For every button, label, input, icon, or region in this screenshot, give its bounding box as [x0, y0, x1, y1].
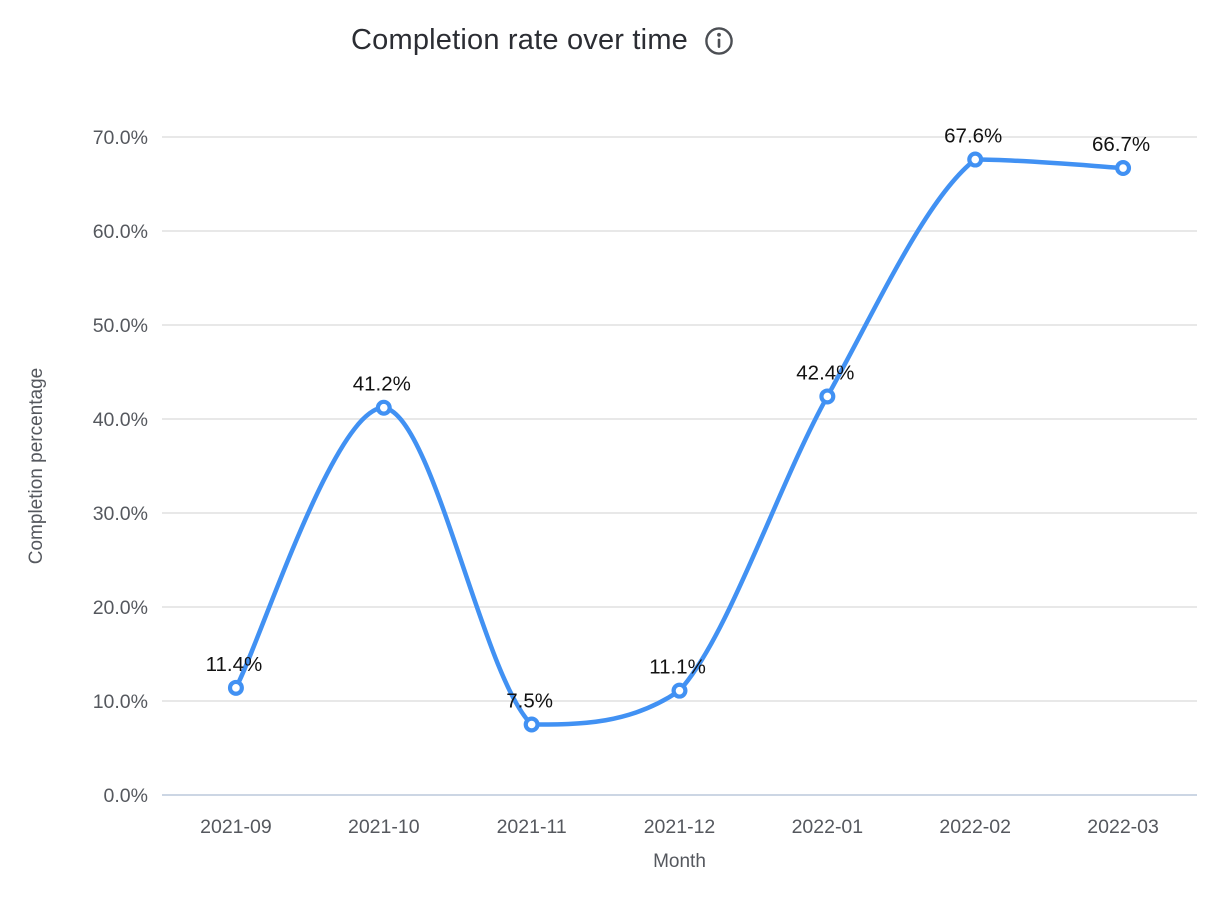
- x-tick-label: 2022-03: [1087, 816, 1159, 838]
- data-point-label: 11.1%: [649, 656, 706, 679]
- x-tick-label: 2022-01: [792, 816, 864, 838]
- y-tick-label: 20.0%: [93, 597, 148, 619]
- data-point-label: 41.2%: [353, 373, 411, 396]
- data-point-marker[interactable]: [523, 716, 540, 733]
- y-tick-label: 10.0%: [93, 691, 148, 713]
- data-point-label: 67.6%: [944, 125, 1002, 148]
- x-tick-label: 2021-09: [200, 816, 272, 838]
- x-tick-label: 2021-12: [644, 816, 716, 838]
- data-point-label: 42.4%: [796, 361, 854, 384]
- y-tick-label: 60.0%: [93, 221, 148, 243]
- data-point-label: 66.7%: [1092, 133, 1150, 156]
- y-tick-label: 50.0%: [93, 315, 148, 337]
- y-tick-label: 30.0%: [93, 503, 148, 525]
- x-tick-label: 2021-11: [497, 816, 567, 838]
- chart-header: Completion rate over time: [0, 24, 1086, 57]
- data-point-label: 11.4%: [206, 653, 263, 676]
- x-axis-title: Month: [653, 851, 706, 872]
- y-tick-label: 40.0%: [93, 409, 148, 431]
- chart-title: Completion rate over time: [350, 24, 689, 56]
- y-tick-label: 0.0%: [104, 785, 148, 807]
- data-point-marker[interactable]: [375, 399, 392, 416]
- data-point-marker[interactable]: [819, 388, 836, 405]
- data-point-marker[interactable]: [967, 151, 984, 168]
- x-tick-label: 2021-10: [348, 816, 420, 838]
- data-point-label: 7.5%: [506, 690, 553, 713]
- series-line: [233, 157, 1126, 727]
- data-point-marker[interactable]: [227, 679, 244, 696]
- y-tick-label: 70.0%: [93, 127, 148, 149]
- data-point-marker[interactable]: [1115, 160, 1132, 177]
- x-tick-label: 2022-02: [939, 816, 1011, 838]
- data-point-marker[interactable]: [671, 682, 688, 699]
- info-icon[interactable]: [703, 25, 735, 57]
